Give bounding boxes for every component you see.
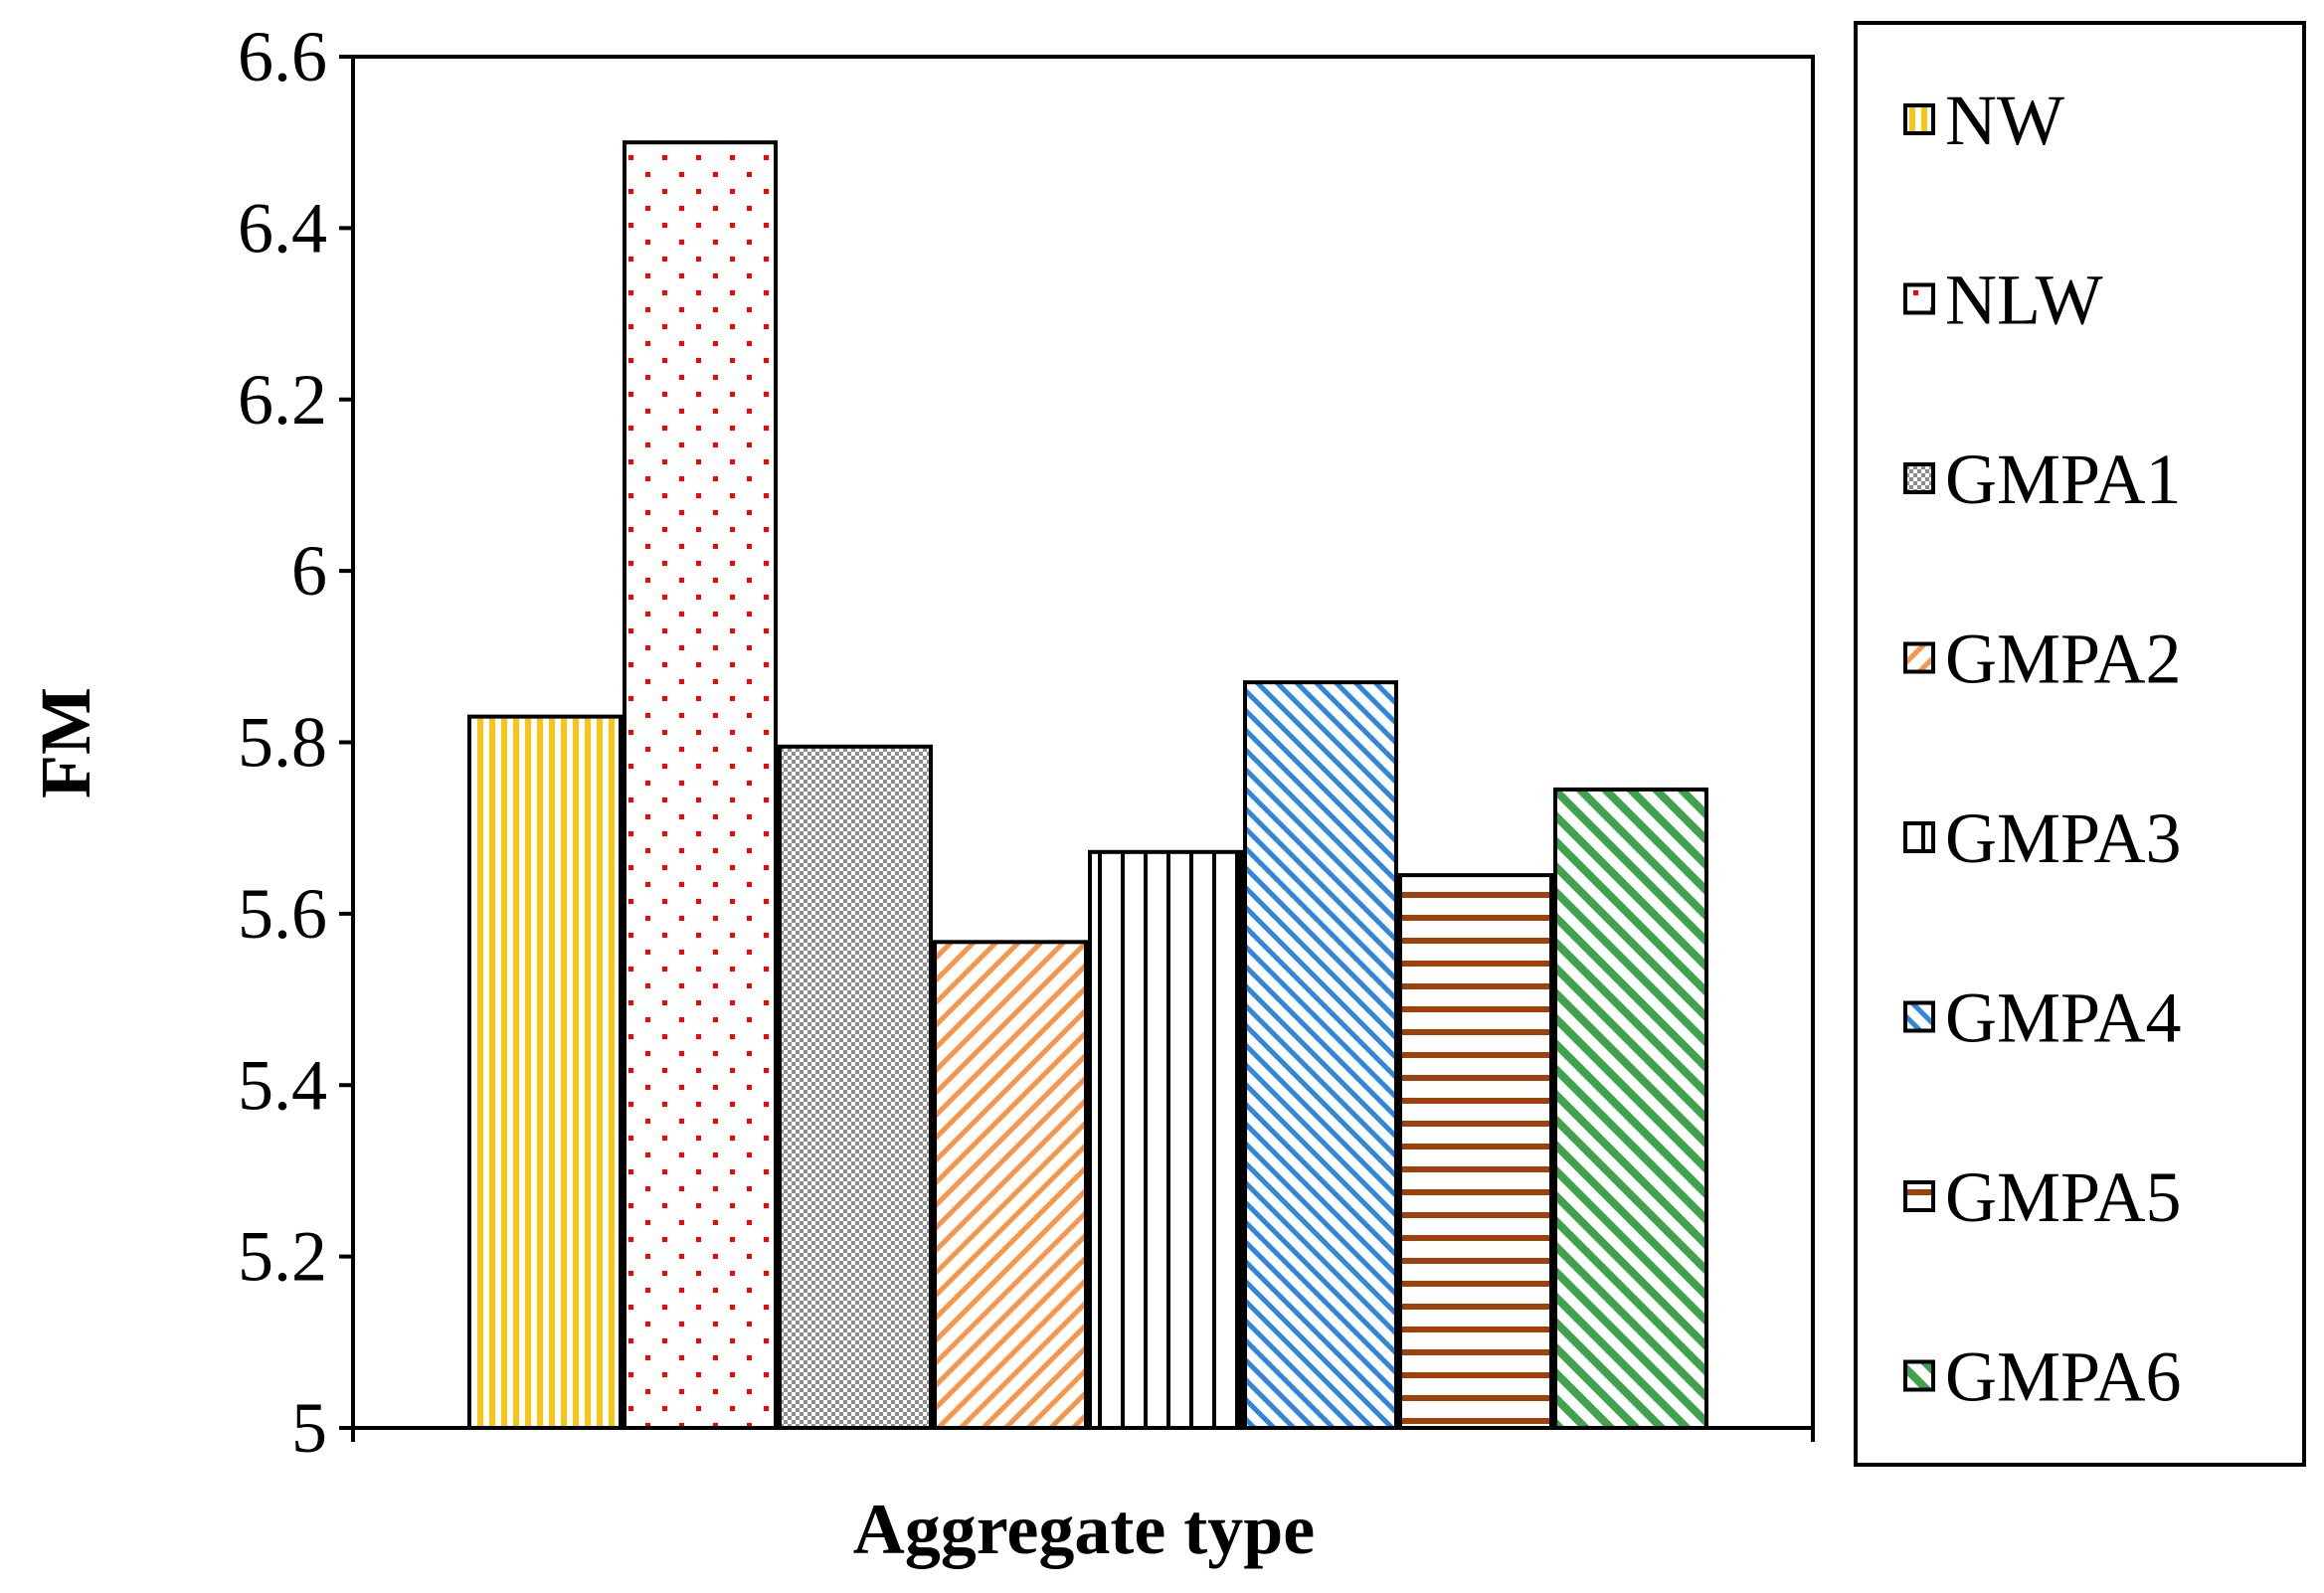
y-tick-label: 5 [291,1388,327,1468]
y-tick-label: 5.4 [238,1045,327,1125]
y-axis-title: FM [26,687,105,798]
legend-box [1854,21,2306,1467]
y-tick-label: 5.2 [238,1217,327,1297]
legend-label-gmpa4: GMPA4 [1945,978,2181,1058]
legend-label-nlw: NLW [1945,261,2103,340]
legend-label-gmpa6: GMPA6 [1945,1337,2181,1417]
legend-label-nw: NW [1945,81,2064,160]
y-tick-label: 6.6 [238,17,327,96]
legend-swatch-nw [1903,103,1935,135]
legend-label-gmpa2: GMPA2 [1945,620,2181,699]
legend-label-gmpa5: GMPA5 [1945,1157,2181,1237]
legend-swatch-gmpa1 [1903,462,1935,494]
legend-swatch-gmpa3 [1903,821,1935,853]
y-tick-label: 6.4 [238,188,327,267]
bar-nw [467,714,623,1430]
legend-swatch-gmpa5 [1903,1180,1935,1212]
legend-swatch-gmpa4 [1903,1000,1935,1033]
legend-swatch-gmpa2 [1903,641,1935,674]
y-tick-label: 6.2 [238,360,327,440]
legend-swatch-nlw [1903,282,1935,315]
legend: NW NLW GMPA1 GMPA2 GMPA3 GMPA4 GMPA5 GMPA6 [1903,81,2181,1417]
y-tick-label: 5.6 [238,874,327,954]
legend-label-gmpa1: GMPA1 [1945,440,2181,519]
bar-gmpa3 [1088,849,1243,1430]
bar-gmpa2 [933,940,1088,1431]
bar-gmpa6 [1553,787,1708,1430]
y-tick-label: 6 [291,531,327,611]
x-axis-title: Aggregate type [853,1490,1316,1569]
y-tick-label: 5.8 [238,703,327,783]
bars-group [467,140,1708,1431]
legend-label-gmpa3: GMPA3 [1945,798,2181,878]
bar-gmpa4 [1243,680,1398,1430]
bar-gmpa5 [1398,873,1553,1430]
y-axis-ticks: 5 5.2 5.4 5.6 5.8 6 6.2 6.4 6.6 [238,17,1815,1468]
bar-nlw [623,140,778,1430]
legend-swatch-gmpa6 [1903,1359,1935,1392]
bar-gmpa1 [778,744,933,1430]
